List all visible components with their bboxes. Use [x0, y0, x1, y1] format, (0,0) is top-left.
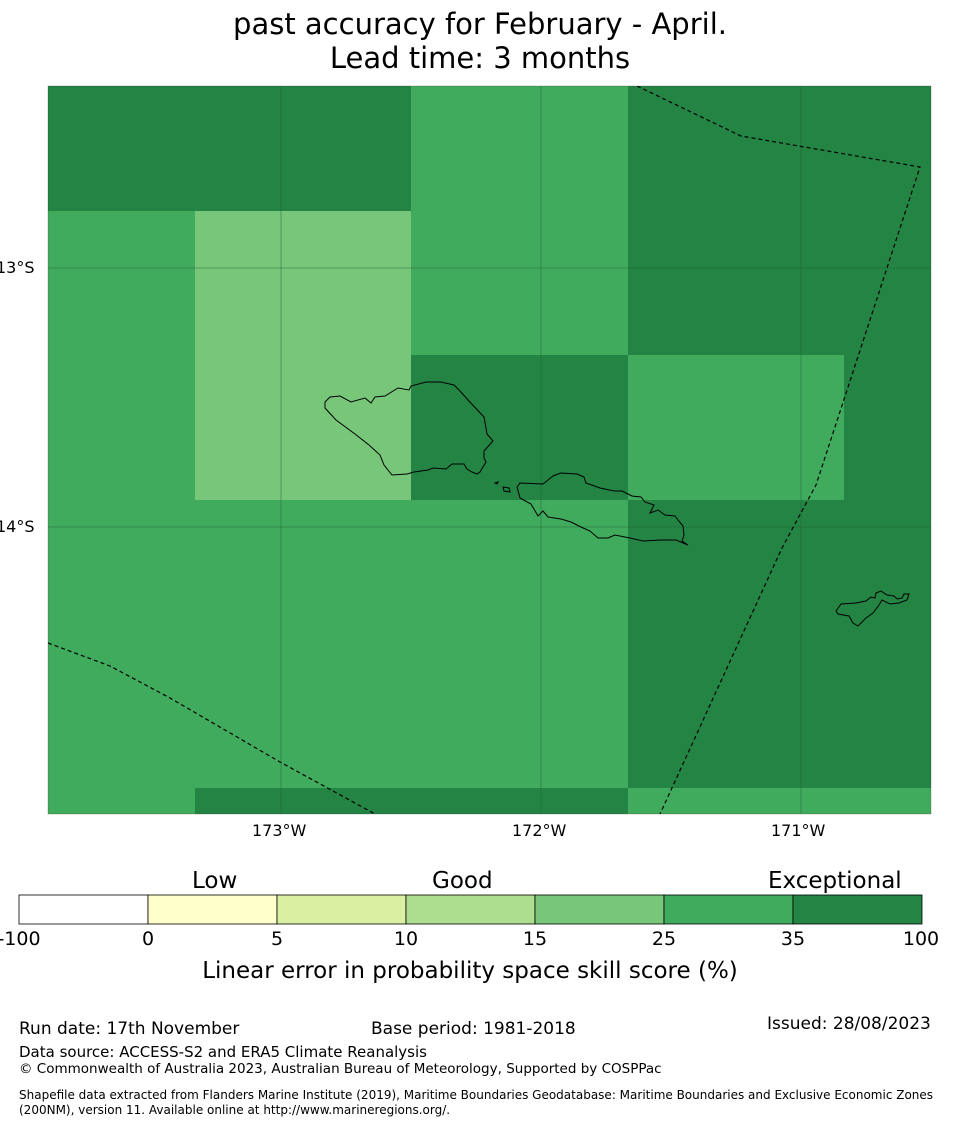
colorbar-segment: [276, 894, 407, 925]
shapefile-credit-line2: (200NM), version 11. Available online at…: [19, 1103, 451, 1117]
skill-cell: [411, 211, 628, 355]
issued-date: Issued: 28/08/2023: [767, 1014, 931, 1034]
colorbar-tick: 10: [393, 928, 419, 950]
manono-islet: [502, 486, 511, 493]
colorbar-segment: [792, 894, 923, 925]
skill-cell: [48, 211, 195, 355]
skill-cell: [411, 355, 628, 500]
map-frame: [47, 85, 932, 815]
colorbar-tick: 0: [141, 928, 155, 950]
colorbar-segment: [663, 894, 794, 925]
gridlines: [48, 86, 931, 814]
skill-cell: [628, 788, 931, 814]
skill-cell: [48, 86, 411, 211]
skill-cell: [628, 211, 931, 355]
colorbar-tick: 5: [270, 928, 284, 950]
skill-cell: [48, 355, 195, 500]
category-label-low: Low: [192, 868, 238, 894]
skill-cell: [195, 788, 628, 814]
savaii-island: [324, 381, 494, 476]
category-label-exceptional: Exceptional: [768, 868, 902, 894]
colorbar-segment: [18, 894, 149, 925]
skill-grid: [48, 86, 931, 814]
apolima-islet: [493, 481, 499, 485]
colorbar-segment: [534, 894, 665, 925]
skill-cell: [411, 86, 628, 211]
colorbar-tick: 15: [522, 928, 548, 950]
colorbar-title: Linear error in probability space skill …: [202, 958, 738, 984]
lon-label-173w: 173°W: [252, 821, 307, 840]
skill-cell: [628, 355, 844, 500]
eez-boundary: [48, 86, 921, 814]
lon-label-171w: 171°W: [771, 821, 826, 840]
lat-label-14s: 14°S: [0, 517, 35, 536]
colorbar-tick: 25: [651, 928, 677, 950]
colorbar-tick: 100: [902, 928, 940, 950]
skill-cell: [48, 788, 195, 814]
colorbar: [18, 894, 923, 925]
run-date: Run date: 17th November: [19, 1019, 240, 1039]
colorbar-segment: [147, 894, 278, 925]
colorbar-tick: 35: [780, 928, 806, 950]
skill-cell: [628, 500, 931, 788]
category-label-good: Good: [432, 868, 493, 894]
lat-label-13s: 13°S: [0, 258, 35, 277]
tutuila-island: [835, 590, 910, 627]
skill-cell: [628, 86, 931, 211]
colorbar-tick: -100: [0, 928, 41, 950]
skill-map: [18, 85, 932, 925]
copyright-notice: © Commonwealth of Australia 2023, Austra…: [19, 1061, 662, 1077]
colorbar-segment: [405, 894, 536, 925]
skill-cell: [844, 355, 931, 500]
shapefile-credit-line1: Shapefile data extracted from Flanders M…: [19, 1088, 934, 1102]
data-source: Data source: ACCESS-S2 and ERA5 Climate …: [19, 1043, 427, 1061]
skill-cell: [195, 211, 411, 355]
map-title-line2: Lead time: 3 months: [329, 41, 631, 75]
upolu-island: [516, 472, 689, 546]
map-title-line1: past accuracy for February - April.: [233, 7, 727, 41]
skill-cell: [48, 500, 628, 788]
island-outlines: [324, 381, 910, 627]
lon-label-172w: 172°W: [512, 821, 567, 840]
skill-cell: [195, 355, 411, 500]
base-period: Base period: 1981-2018: [371, 1019, 576, 1039]
